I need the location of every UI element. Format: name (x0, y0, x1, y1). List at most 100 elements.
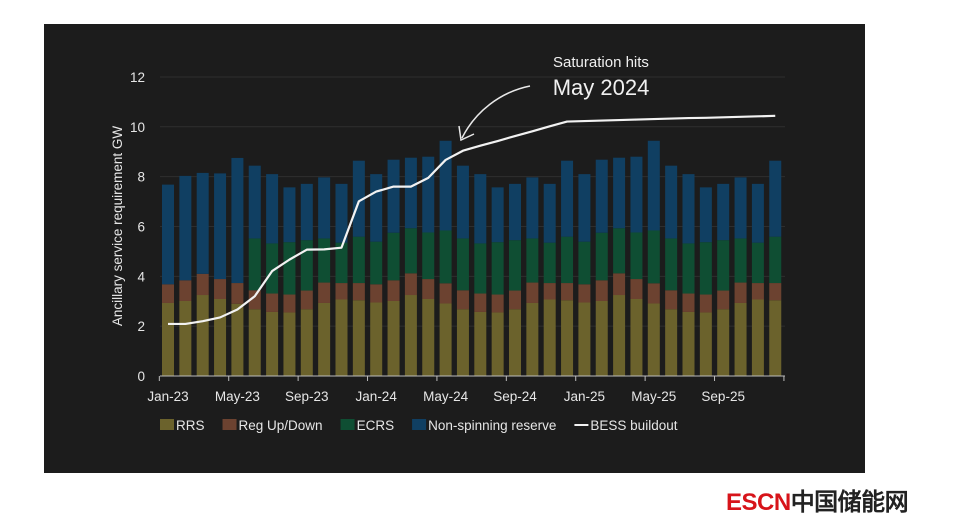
bar-ecrs-Dec-24 (561, 236, 574, 284)
bar-non-spinning-reserve-Feb-23 (179, 175, 192, 281)
bar-reg-up-down-Aug-25 (699, 294, 712, 313)
bar-stack-Apr-23 (214, 173, 227, 376)
bar-rrs-Aug-25 (699, 312, 712, 376)
bar-stack-Jun-25 (665, 165, 678, 376)
bar-reg-up-down-Nov-24 (543, 283, 556, 300)
bar-non-spinning-reserve-Sep-24 (509, 183, 521, 241)
watermark-latin: ESCN (726, 489, 791, 516)
bar-reg-up-down-Feb-25 (595, 280, 608, 301)
bar-stack-Oct-23 (318, 177, 331, 376)
arrow-icon (461, 85, 531, 139)
x-ticks: Jan-23 May-23 Sep-23 Jan-24 May-24 Sep-24 Jan-… (147, 376, 785, 404)
bar-rrs-Sep-25 (717, 309, 730, 376)
bar-reg-up-down-Sep-23 (300, 290, 313, 310)
annotation-line1: Saturation hits (553, 54, 649, 71)
bar-reg-up-down-Aug-24 (491, 294, 504, 313)
bar-reg-up-down-Mar-24 (404, 273, 417, 296)
bar-non-spinning-reserve-Nov-25 (751, 183, 764, 243)
bar-ecrs-Jul-25 (682, 243, 695, 294)
bar-stack-Nov-24 (543, 183, 556, 376)
bar-non-spinning-reserve-Aug-24 (491, 187, 504, 243)
bar-non-spinning-reserve-Jan-25 (578, 174, 591, 242)
bar-reg-up-down-May-25 (647, 283, 660, 304)
bar-stack-Sep-24 (509, 183, 521, 376)
bar-ecrs-Feb-25 (595, 232, 608, 281)
x-tick-label: Sep-25 (701, 389, 745, 404)
bar-rrs-Feb-23 (179, 300, 192, 376)
bar-non-spinning-reserve-Mar-23 (196, 172, 209, 274)
bar-stack-Feb-23 (179, 175, 192, 376)
bar-rrs-Oct-23 (318, 302, 331, 376)
bar-rrs-Oct-25 (734, 302, 747, 376)
bar-non-spinning-reserve-Jun-24 (456, 165, 469, 239)
legend-label-rrs: RRS (176, 418, 205, 433)
bar-ecrs-Jan-25 (578, 241, 591, 285)
bar-ecrs-Sep-25 (717, 240, 730, 291)
bar-stack-Apr-25 (630, 156, 643, 376)
bar-stack-Sep-25 (717, 183, 730, 376)
bar-stack-Jul-25 (682, 174, 695, 376)
bar-reg-up-down-Dec-25 (769, 283, 782, 301)
bar-reg-up-down-Oct-24 (526, 282, 539, 303)
legend-swatch-reg (222, 419, 237, 430)
bar-non-spinning-reserve-May-25 (647, 140, 660, 231)
bar-rrs-Jun-25 (665, 309, 678, 376)
bar-rrs-Jul-25 (682, 311, 695, 376)
bar-reg-up-down-Jan-24 (370, 284, 383, 303)
bar-non-spinning-reserve-Jul-23 (266, 174, 279, 244)
bar-ecrs-Oct-24 (526, 238, 539, 283)
bar-ecrs-May-24 (439, 230, 452, 284)
legend-swatch-bess (574, 424, 589, 426)
bar-non-spinning-reserve-Jan-23 (162, 184, 174, 285)
bar-reg-up-down-Dec-23 (352, 283, 365, 301)
bar-ecrs-Oct-23 (318, 238, 331, 283)
bar-rrs-Aug-23 (283, 312, 296, 376)
legend-label-ecrs: ECRS (357, 418, 395, 433)
y-ticks: 0 2 4 6 8 10 12 (130, 70, 146, 384)
bar-rrs-Jan-24 (370, 302, 383, 376)
bar-stack-Oct-24 (526, 177, 539, 376)
y-axis-label: Ancillary service requirement GW (110, 126, 125, 327)
bar-rrs-Apr-25 (630, 298, 643, 376)
bar-ecrs-Dec-25 (769, 236, 782, 284)
bar-stack-Dec-25 (769, 160, 782, 376)
x-tick-label: Jan-23 (147, 389, 188, 404)
bar-reg-up-down-Jul-25 (682, 293, 695, 312)
legend-label-nonspin: Non-spinning reserve (428, 418, 556, 433)
bar-ecrs-Jun-25 (665, 238, 678, 291)
arrowhead-icon (458, 125, 475, 142)
bar-rrs-Nov-25 (751, 299, 764, 376)
bar-non-spinning-reserve-Dec-25 (769, 160, 782, 237)
bar-stack-Dec-23 (352, 160, 365, 376)
bar-ecrs-Aug-24 (491, 242, 504, 295)
bars (162, 140, 782, 376)
bar-non-spinning-reserve-Nov-24 (543, 183, 556, 243)
bar-stack-Mar-23 (196, 172, 209, 376)
bar-non-spinning-reserve-Sep-23 (300, 183, 313, 241)
bar-stack-Nov-25 (751, 183, 764, 376)
bar-reg-up-down-Jul-24 (474, 293, 487, 312)
bar-reg-up-down-Mar-25 (613, 273, 626, 296)
bar-reg-up-down-May-24 (439, 283, 452, 304)
bar-ecrs-Nov-23 (335, 242, 348, 284)
bar-rrs-Mar-23 (196, 295, 209, 376)
bar-rrs-May-25 (647, 303, 660, 376)
bar-stack-Jul-24 (474, 174, 487, 376)
bar-ecrs-Jun-24 (456, 238, 469, 291)
x-tick-label: Jan-25 (564, 389, 605, 404)
bar-ecrs-Aug-23 (283, 242, 296, 295)
bar-ecrs-Jul-23 (266, 243, 279, 294)
bar-non-spinning-reserve-Jul-24 (474, 174, 487, 244)
bar-non-spinning-reserve-Oct-25 (734, 177, 747, 239)
x-tick-label: Sep-23 (285, 389, 329, 404)
bar-stack-Jan-23 (162, 184, 174, 376)
bar-stack-Jan-24 (370, 174, 383, 376)
legend-item-bess: BESS buildout (574, 418, 678, 433)
y-tick-label: 0 (137, 369, 145, 384)
bar-reg-up-down-Nov-25 (751, 283, 764, 300)
bar-reg-up-down-May-23 (231, 283, 244, 304)
bar-non-spinning-reserve-Jul-25 (682, 174, 695, 244)
bar-non-spinning-reserve-Dec-23 (352, 160, 365, 237)
bar-ecrs-Jan-24 (370, 241, 383, 285)
bar-rrs-Apr-24 (422, 298, 435, 376)
